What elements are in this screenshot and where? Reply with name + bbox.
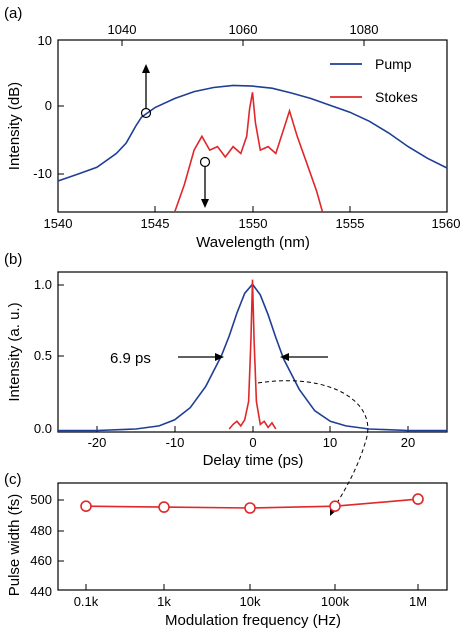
- panel-c-y-label: Pulse width (fs): [6, 494, 23, 597]
- panel-c-x-tick: 100k: [321, 594, 350, 609]
- panel-c-point: [329, 500, 341, 513]
- panel-a-x-tick: 1545: [141, 216, 170, 231]
- panel-a-stokes-arrowhead: [201, 199, 209, 208]
- panel-c: (c) 500 480 460 440 0.1k 1k 10k 100k 1M …: [4, 471, 448, 629]
- panel-a-y-tick: 10: [38, 33, 52, 48]
- panel-a-top-tick: 1040: [108, 22, 137, 37]
- fwhm-arrowhead-right: [280, 353, 289, 361]
- panel-b-x-tick: 20: [401, 435, 415, 450]
- panel-c-x-tick: 1k: [157, 594, 171, 609]
- panel-c-points: [80, 493, 424, 514]
- panel-c-label: (c): [4, 471, 22, 488]
- legend-stokes-label: Stokes: [375, 89, 418, 105]
- panel-c-x-tick: 10k: [240, 594, 261, 609]
- panel-b-x-tick: -20: [88, 435, 107, 450]
- fwhm-label: 6.9 ps: [110, 350, 151, 367]
- panel-b-y-label: Intensity (a. u.): [6, 302, 23, 401]
- panel-c-point: [244, 502, 256, 514]
- panel-c-y-tick: 480: [30, 523, 52, 538]
- panel-c-point: [158, 501, 170, 513]
- panel-b: (b) 0.0 0.5 1.0 -20 -10 0 10 20 Delay ti…: [4, 251, 448, 516]
- panel-c-point: [80, 500, 92, 513]
- fwhm-arrowhead-left: [215, 353, 224, 361]
- panel-c-y-tick: 500: [30, 492, 52, 507]
- panel-a-x-tick: 1560: [432, 216, 461, 231]
- panel-c-y-tick: 440: [30, 584, 52, 599]
- legend-pump-label: Pump: [375, 56, 412, 72]
- panel-a-label: (a): [4, 5, 22, 22]
- connector-dashed: [257, 380, 369, 509]
- panel-a-top-tick: 1060: [229, 22, 258, 37]
- panel-a-x-tick: 1540: [44, 216, 73, 231]
- panel-c-point: [412, 493, 424, 505]
- panel-b-label: (b): [4, 251, 22, 268]
- panel-a-stokes-line: [173, 92, 324, 213]
- panel-a-y-tick: -10: [33, 166, 52, 181]
- panel-b-y-tick: 0.0: [34, 421, 52, 436]
- panel-a: (a) 1040 1060 1080 10 0 -10 1540 1545 15…: [4, 5, 460, 251]
- panel-b-y-tick: 1.0: [34, 277, 52, 292]
- panel-c-x-tick: 0.1k: [74, 594, 99, 609]
- panel-b-x-tick: 10: [323, 435, 337, 450]
- panel-a-pump-arrowhead: [142, 64, 150, 73]
- panel-a-top-tick: 1080: [350, 22, 379, 37]
- panel-c-x-tick: 1M: [409, 594, 427, 609]
- panel-a-pump-line: [57, 84, 448, 182]
- panel-b-y-tick: 0.5: [34, 348, 52, 363]
- panel-b-x-tick: -10: [166, 435, 185, 450]
- panel-a-x-label: Wavelength (nm): [196, 234, 310, 251]
- panel-a-x-tick: 1555: [336, 216, 365, 231]
- panel-b-x-tick: 0: [249, 435, 256, 450]
- panel-a-stokes-marker: [199, 156, 211, 168]
- panel-a-x-tick: 1550: [239, 216, 268, 231]
- panel-c-y-tick: 460: [30, 553, 52, 568]
- panel-b-stokes-line: [228, 279, 277, 430]
- panel-b-x-label: Delay time (ps): [203, 452, 304, 469]
- panel-a-pump-marker: [140, 107, 152, 119]
- panel-a-y-label: Intensity (dB): [6, 82, 23, 170]
- panel-a-y-tick: 0: [45, 98, 52, 113]
- panel-c-x-label: Modulation frequency (Hz): [165, 612, 341, 629]
- panel-c-frame: [57, 482, 448, 591]
